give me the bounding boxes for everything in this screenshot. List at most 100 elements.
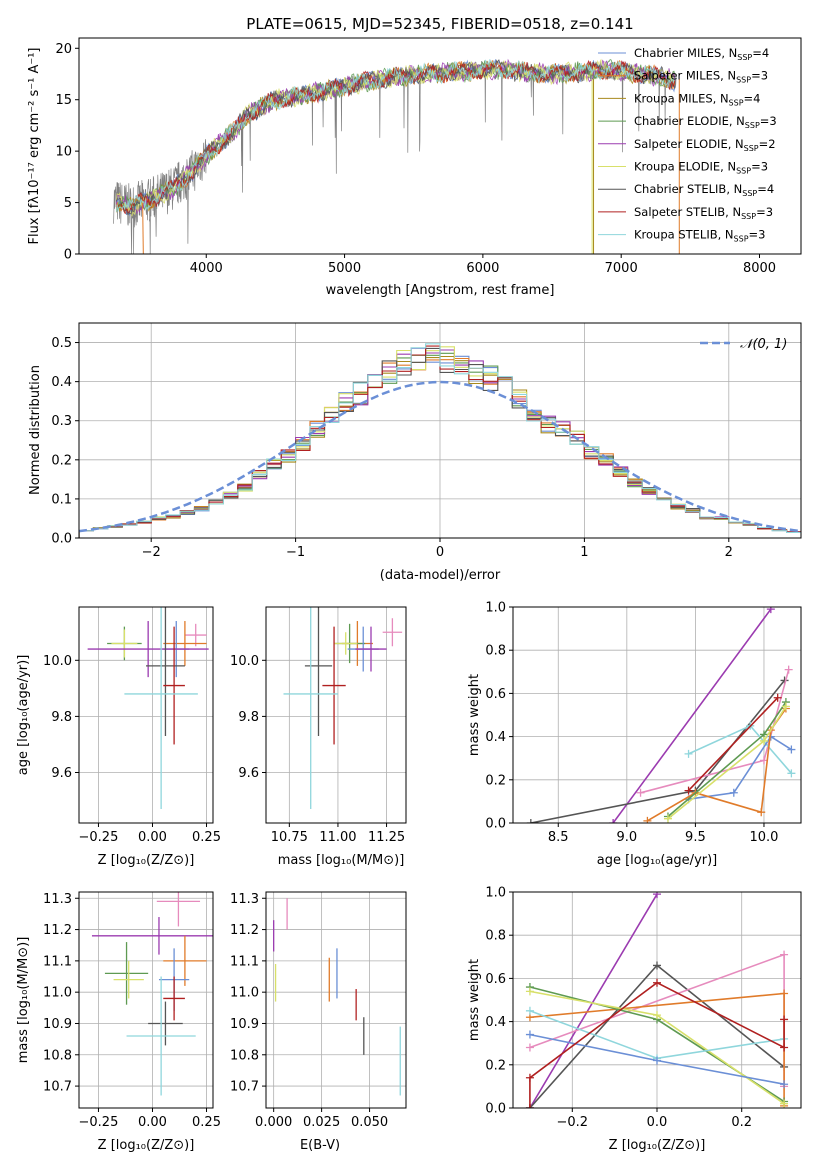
x-tick-label: 0.025 [303, 1115, 340, 1130]
y-tick-label: 11.0 [230, 986, 259, 1001]
y-tick-label: 10.9 [43, 1017, 72, 1032]
series-marker [781, 702, 790, 711]
series-marker [653, 1011, 661, 1020]
x-axis-label: wavelength [Angstrom, rest frame] [326, 283, 555, 298]
y-axis-label: mass [log₁₀(M/M⊙)] [16, 937, 31, 1064]
series-salpeter_elodie [525, 892, 661, 1108]
series-marker [525, 1030, 534, 1039]
legend-subscript: SSP [734, 235, 749, 244]
x-tick-label: 11.00 [319, 830, 356, 845]
data-point-kroupa_elodie [111, 629, 138, 658]
legend-suffix: =3 [751, 69, 768, 83]
series-marker [609, 819, 618, 823]
y-axis-label: age [log₁₀(age/yr)] [16, 655, 31, 776]
axes-frame [512, 606, 802, 824]
series-marker [780, 1099, 789, 1108]
legend-label: Salpeter STELIB, N [634, 205, 741, 219]
y-tick-label: 0.8 [485, 929, 506, 944]
data-point-chabrier_stelib [304, 607, 333, 737]
series-marker [653, 961, 661, 970]
y-tick-label: 0 [64, 248, 72, 263]
legend-label: Chabrier STELIB, N [634, 182, 742, 196]
plot-area-weight_vs_age [526, 607, 796, 823]
y-axis-label: Flux [fλ10⁻¹⁷ erg cm⁻² s⁻¹ A⁻¹] [27, 48, 42, 245]
data-point-salpeter_stelib [322, 626, 346, 745]
y-axis-label: mass weight [467, 959, 482, 1041]
series-marker [525, 1073, 534, 1082]
axes-frame [78, 322, 802, 539]
legend-suffix: =4 [744, 91, 761, 105]
data-point-salpeter_miles [163, 621, 207, 666]
axes-frame [265, 891, 407, 1109]
normal-curve-line [79, 380, 801, 533]
series-marker [757, 808, 766, 817]
y-axis-label: Normed distribution [28, 365, 43, 495]
x-tick-label: 2 [725, 545, 733, 560]
series-marker [684, 749, 693, 758]
x-tick-label: 6000 [466, 261, 499, 276]
y-tick-label: 11.3 [43, 892, 72, 907]
y-tick-label: 11.2 [230, 923, 259, 938]
panel-mass_vs_Z: −0.25 0.00 0.25 10.7 10.8 10.9 11.0 11.1 11.2 11.… [16, 891, 221, 1153]
x-tick-label: 0.25 [192, 1115, 221, 1130]
x-tick-label: 5000 [328, 261, 361, 276]
legend-entry: Kroupa ELODIE, NSSP=3 [634, 160, 768, 176]
y-tick-label: 9.6 [238, 766, 259, 781]
legend-entry: Kroupa STELIB, NSSP=3 [634, 228, 765, 244]
legend-entry: 𝒩(0, 1) [740, 337, 787, 352]
y-tick-label: 1.0 [485, 886, 506, 901]
plot-area-mass_vs_Z [91, 892, 213, 1096]
legend-entry: Salpeter ELODIE, NSSP=2 [634, 137, 776, 153]
series-marker [653, 978, 661, 987]
y-tick-label: 11.1 [43, 954, 72, 969]
model-edge-line [142, 202, 144, 254]
x-tick-label: 11.25 [368, 830, 405, 845]
y-tick-label: 0.4 [485, 730, 506, 745]
x-axis-label: (data-model)/error [380, 568, 501, 583]
series-line [688, 735, 792, 800]
x-tick-label: 4000 [190, 261, 223, 276]
x-tick-label: 0.2 [731, 1115, 752, 1130]
y-tick-label: 9.8 [51, 710, 72, 725]
legend-entry: Chabrier ELODIE, NSSP=3 [634, 114, 777, 130]
data-point-extra_pink [156, 892, 201, 927]
y-tick-label: 10.9 [230, 1017, 259, 1032]
y-tick-label: 10.8 [43, 1048, 72, 1063]
series-chabrier_miles [525, 1030, 789, 1089]
y-tick-label: 15 [55, 93, 72, 108]
y-tick-label: 0.1 [51, 492, 72, 507]
data-point-salpeter_elodie [87, 621, 209, 678]
x-tick-label: 7000 [605, 261, 638, 276]
panel-weight_vs_Z: −0.2 0.0 0.2 0.0 0.2 0.4 0.6 0.8 1.0 Z [log₁₀(Z/Z… [467, 886, 802, 1153]
legend-suffix: =3 [756, 205, 773, 219]
legend-label: Salpeter MILES, N [634, 69, 736, 83]
series-kroupa_stelib [684, 721, 796, 778]
y-tick-label: 10.7 [230, 1080, 259, 1095]
y-tick-label: 0.2 [51, 453, 72, 468]
data-point-salpeter_stelib [163, 626, 185, 745]
series-marker [636, 788, 645, 797]
panel-spectrum: 4000 5000 6000 7000 8000 0 5 10 15 20 Chabrier MIL… [27, 37, 802, 298]
y-tick-label: 10.0 [230, 654, 259, 669]
series-marker [684, 786, 693, 795]
data-point-salpeter_elodie [355, 626, 387, 672]
y-tick-label: 0.2 [485, 773, 506, 788]
y-tick-label: 0.2 [485, 1058, 506, 1073]
x-tick-label: 1 [580, 545, 588, 560]
plot-area-weight_vs_Z [525, 892, 789, 1108]
x-axis-label: Z [log₁₀(Z/Z⊙)] [98, 853, 195, 868]
x-tick-label: 8000 [743, 261, 776, 276]
y-tick-label: 0.6 [485, 687, 506, 702]
legend-label: Kroupa STELIB, N [634, 228, 734, 242]
x-tick-label: −1 [286, 545, 305, 560]
data-point-extra_pink [184, 623, 207, 647]
y-tick-label: 0.4 [485, 1015, 506, 1030]
series-line [529, 893, 658, 1108]
x-axis-label: mass [log₁₀(M/M⊙)] [278, 853, 405, 868]
plot-area-age_vs_mass [283, 607, 403, 809]
legend-subscript: SSP [736, 76, 751, 85]
x-tick-label: −0.25 [79, 830, 119, 845]
x-axis-label: E(B-V) [300, 1138, 340, 1153]
series-marker [525, 1006, 534, 1015]
series-marker [787, 769, 796, 778]
